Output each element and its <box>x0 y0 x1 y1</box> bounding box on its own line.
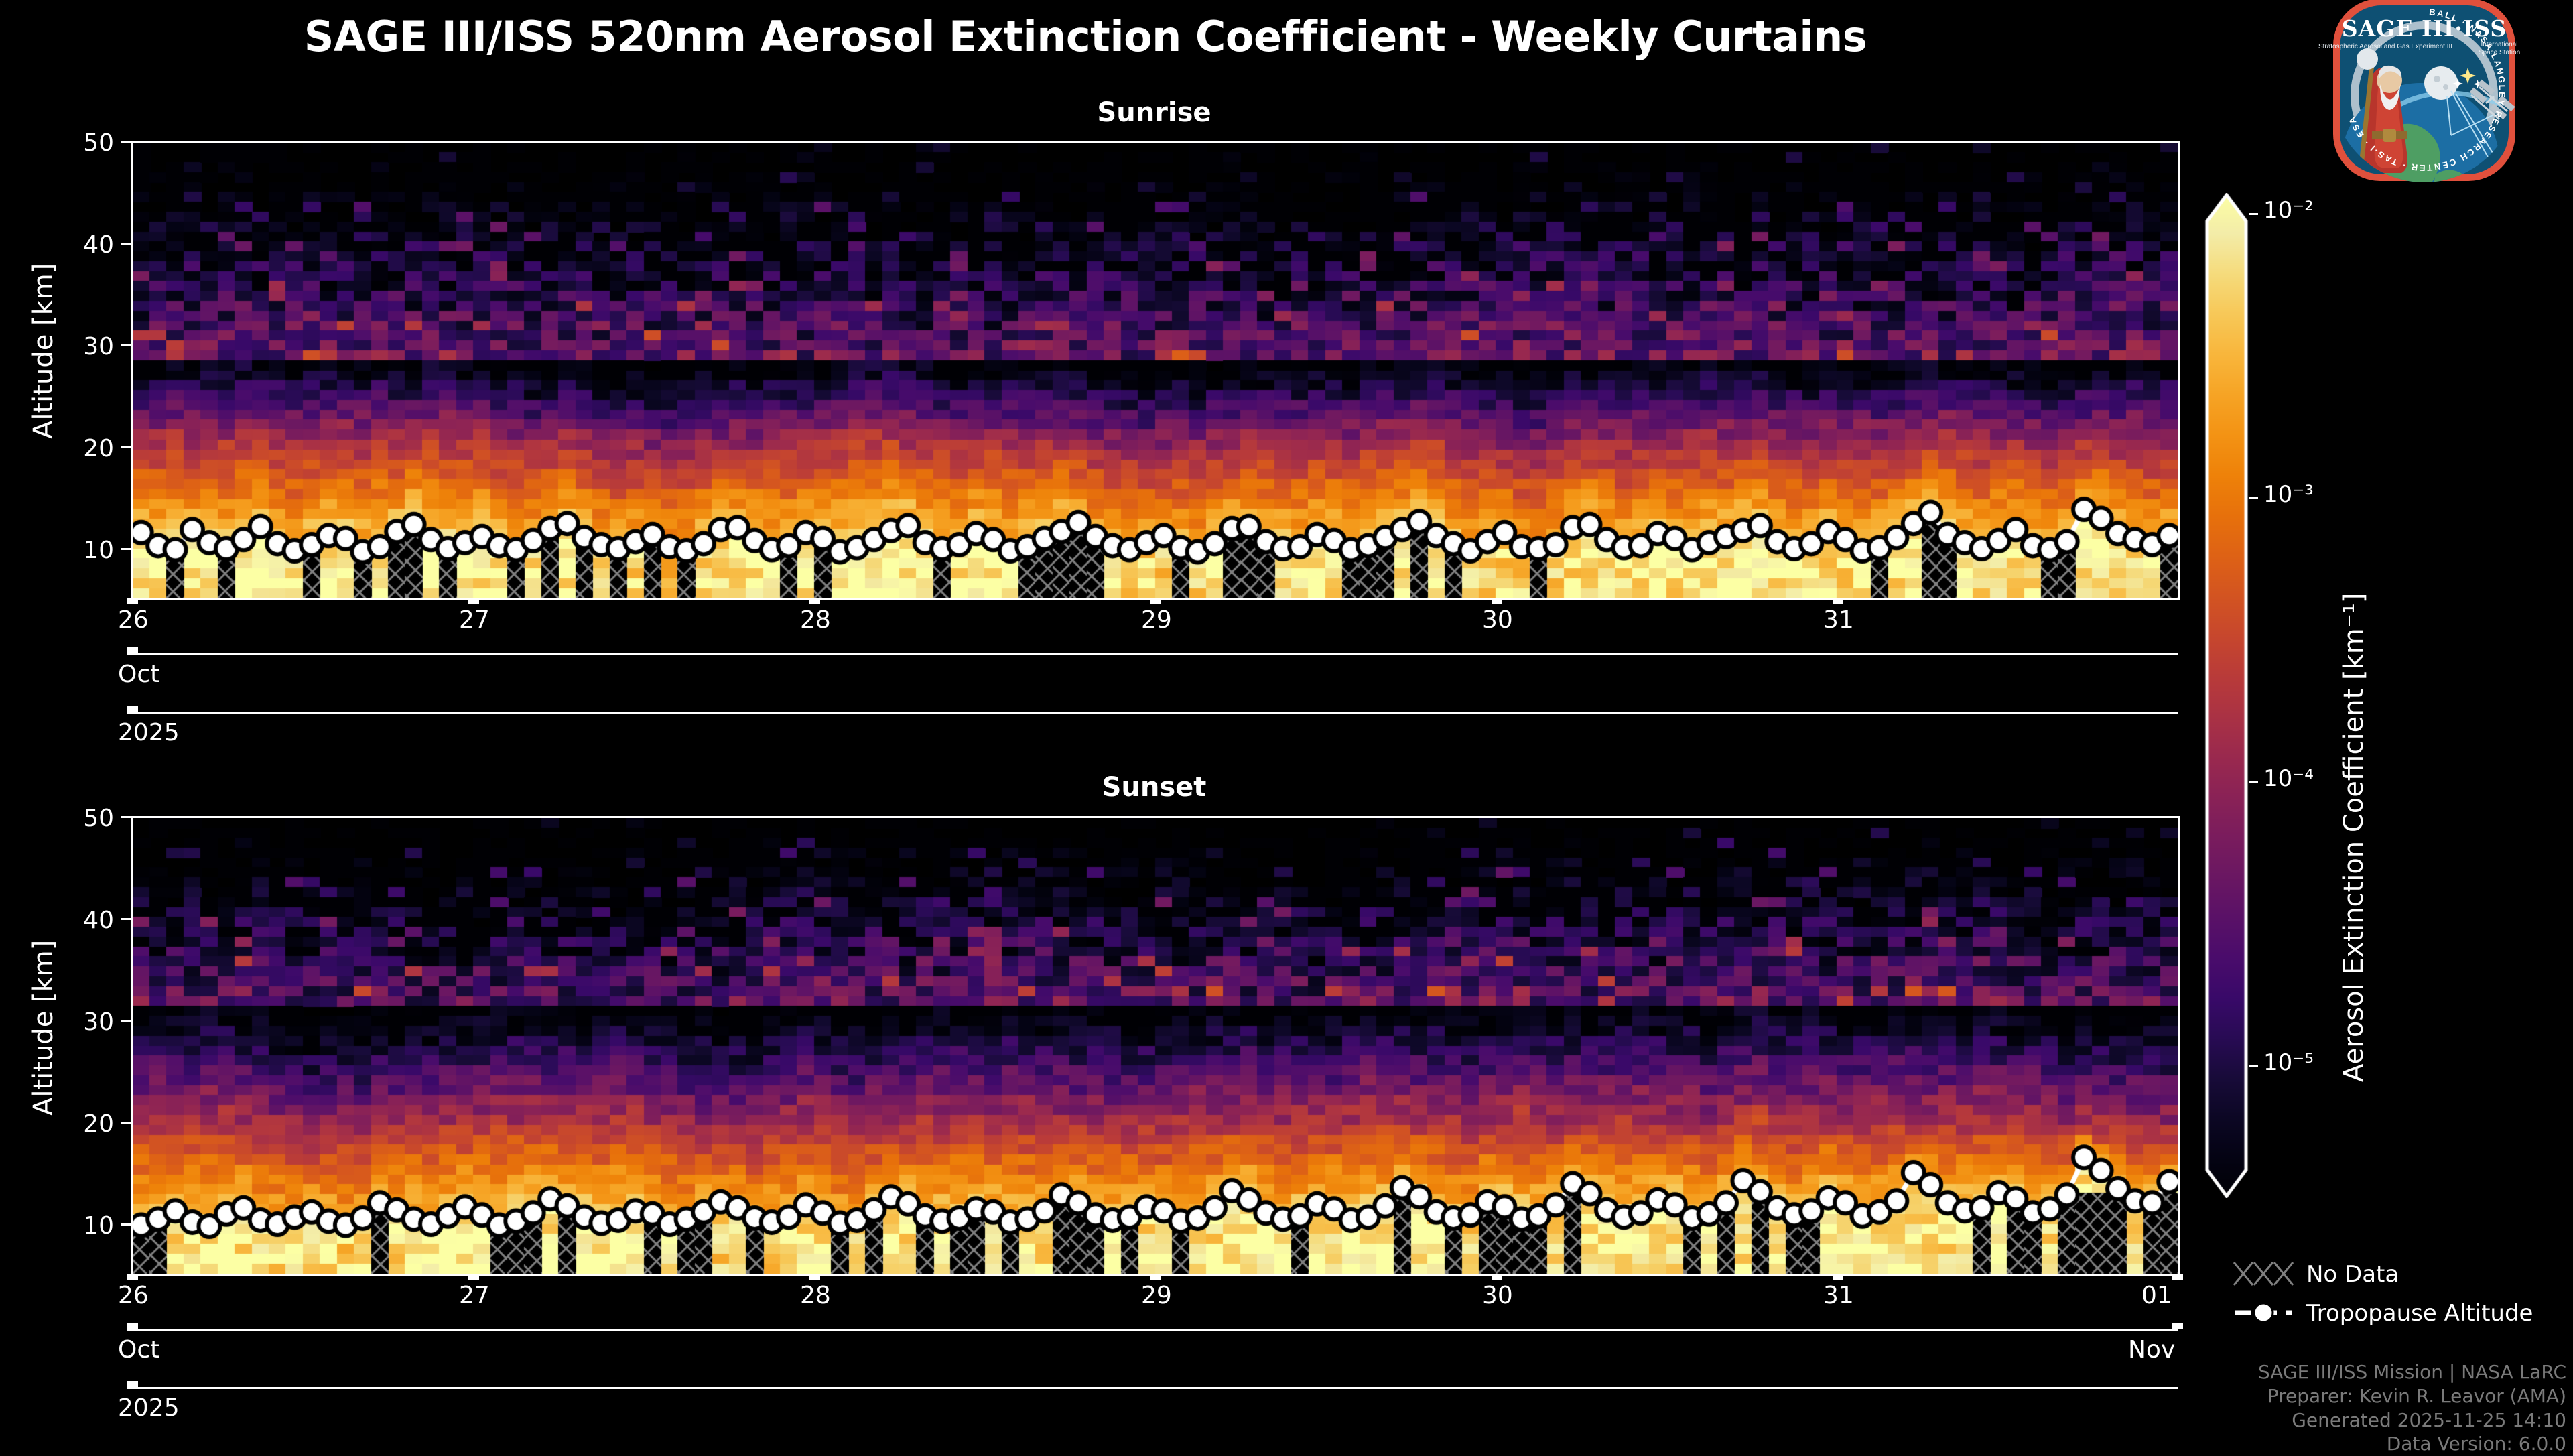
xtick-mark-sunrise-4 <box>1492 598 1502 604</box>
month-label-sunset-oct: Oct <box>118 1336 160 1364</box>
xtick-mark-sunset-6 <box>2172 1274 2183 1280</box>
cbar-tick-label-0: 10⁻² <box>2263 197 2314 224</box>
legend-label-tropopause: Tropopause Altitude <box>2306 1300 2533 1327</box>
year-label-sunrise-2025: 2025 <box>118 719 180 746</box>
colorbar-gradient <box>2204 193 2249 1198</box>
xtick-sunset-29: 29 <box>1141 1282 1172 1309</box>
xtick-mark-sunrise-2 <box>809 598 820 604</box>
xtick-mark-sunset-5 <box>1833 1274 1843 1280</box>
year-tick-sunset-2025 <box>127 1381 138 1387</box>
xtick-sunrise-29: 29 <box>1141 606 1172 634</box>
ytick-mark-sunrise-50 <box>121 141 131 143</box>
month-label-sunrise-oct: Oct <box>118 661 160 688</box>
colorbar[interactable] <box>2204 193 2249 1198</box>
xtick-mark-sunset-1 <box>468 1274 479 1280</box>
ytick-mark-sunset-50 <box>121 816 131 818</box>
legend-item-no-data: No Data <box>2233 1260 2568 1290</box>
xtick-sunrise-27: 27 <box>459 606 490 634</box>
ytick-mark-sunrise-30 <box>121 344 131 346</box>
xtick-sunset-31: 31 <box>1823 1282 1854 1309</box>
heatmap-canvas-sunset <box>133 818 2178 1274</box>
ytick-mark-sunrise-10 <box>121 548 131 550</box>
year-rule-sunrise <box>127 712 2178 714</box>
xtick-sunset-26: 26 <box>118 1282 149 1309</box>
footer: SAGE III/ISS Mission | NASA LaRC Prepare… <box>1943 1360 2566 1456</box>
xtick-sunset-30: 30 <box>1482 1282 1513 1309</box>
month-tick-sunset-oct <box>127 1323 138 1329</box>
legend-item-tropopause: Tropopause Altitude <box>2233 1299 2568 1329</box>
ytick-sunrise-30: 30 <box>83 333 114 360</box>
xtick-mark-sunrise-3 <box>1150 598 1161 604</box>
ytick-sunrise-10: 10 <box>83 537 114 564</box>
page-title: SAGE III/ISS 520nm Aerosol Extinction Co… <box>304 12 1867 61</box>
cbar-tick-label-1: 10⁻³ <box>2263 481 2314 508</box>
logo-svg: SAGE III·ISS Stratospheric Aerosol and G… <box>2318 0 2520 182</box>
cbar-tick-mark-2 <box>2249 781 2258 783</box>
month-rule-sunset <box>127 1329 2178 1331</box>
line-marker-icon <box>2235 1302 2292 1323</box>
logo-subtitle-right-2: Space Station <box>2479 49 2520 56</box>
footer-line-3: Data Version: 6.0.0 <box>2386 1433 2566 1455</box>
colorbar-axis-label: Aerosol Extinction Coefficient [km⁻¹] <box>2338 592 2369 1082</box>
ytick-sunset-20: 20 <box>83 1110 114 1138</box>
cbar-tick-mark-3 <box>2249 1065 2258 1067</box>
ytick-mark-sunset-20 <box>121 1122 131 1124</box>
footer-line-1: Preparer: Kevin R. Leavor (AMA) <box>2267 1384 2566 1407</box>
year-rule-sunset <box>127 1387 2178 1389</box>
xtick-sunset-28: 28 <box>800 1282 831 1309</box>
legend: No Data Tropopause Altitude <box>2233 1260 2568 1337</box>
xtick-sunset-27: 27 <box>459 1282 490 1309</box>
cbar-tick-mark-1 <box>2249 497 2258 499</box>
logo-title: SAGE III·ISS <box>2342 15 2507 42</box>
logo-subtitle-left: Stratospheric Aerosol and Gas Experiment… <box>2318 43 2452 50</box>
xtick-mark-sunrise-5 <box>1833 598 1843 604</box>
cbar-tick-label-2: 10⁻⁴ <box>2263 765 2314 792</box>
footer-line-0: SAGE III/ISS Mission | NASA LaRC <box>2258 1361 2566 1383</box>
ytick-mark-sunset-40 <box>121 918 131 920</box>
sage-iii-iss-logo: SAGE III·ISS Stratospheric Aerosol and G… <box>2278 0 2573 196</box>
xtick-mark-sunset-4 <box>1492 1274 1502 1280</box>
month-tick-sunrise-oct <box>127 647 138 653</box>
xtick-sunrise-28: 28 <box>800 606 831 634</box>
heatmap-panel-sunset[interactable] <box>131 816 2180 1276</box>
heatmap-canvas-sunrise <box>133 143 2178 598</box>
logo-subtitle-right-1: International <box>2481 41 2517 48</box>
xtick-mark-sunrise-1 <box>468 598 479 604</box>
year-tick-sunrise-2025 <box>127 706 138 712</box>
month-tick-sunset-nov <box>2172 1323 2183 1329</box>
xtick-mark-sunset-3 <box>1150 1274 1161 1280</box>
ytick-mark-sunrise-40 <box>121 243 131 245</box>
panel-title-sunrise: Sunrise <box>1097 97 1211 128</box>
ytick-sunrise-20: 20 <box>83 435 114 462</box>
ytick-sunset-30: 30 <box>83 1008 114 1036</box>
xtick-mark-sunset-2 <box>809 1274 820 1280</box>
ytick-sunrise-50: 50 <box>83 129 114 157</box>
heatmap-panel-sunrise[interactable] <box>131 141 2180 600</box>
ytick-sunset-10: 10 <box>83 1212 114 1240</box>
cbar-tick-label-3: 10⁻⁵ <box>2263 1049 2314 1076</box>
cbar-tick-mark-0 <box>2249 213 2258 215</box>
ytick-mark-sunset-30 <box>121 1020 131 1022</box>
panel-title-sunset: Sunset <box>1102 772 1207 803</box>
legend-label-no-data: No Data <box>2306 1261 2399 1288</box>
ytick-sunrise-40: 40 <box>83 231 114 259</box>
month-rule-sunrise <box>127 653 2178 655</box>
ytick-sunset-40: 40 <box>83 907 114 934</box>
ytick-mark-sunrise-20 <box>121 446 131 448</box>
xtick-sunrise-30: 30 <box>1482 606 1513 634</box>
xtick-sunrise-31: 31 <box>1823 606 1854 634</box>
xtick-sunrise-26: 26 <box>118 606 149 634</box>
xtick-mark-sunrise-0 <box>127 598 138 604</box>
month-label-sunset-nov: Nov <box>2128 1336 2176 1364</box>
hatch-x-icon <box>2233 1260 2294 1288</box>
ytick-mark-sunset-10 <box>121 1223 131 1226</box>
footer-line-2: Generated 2025-11-25 14:10 <box>2292 1408 2566 1431</box>
year-label-sunset-2025: 2025 <box>118 1394 180 1422</box>
xtick-mark-sunset-0 <box>127 1274 138 1280</box>
xtick-sunset-01: 01 <box>2141 1282 2172 1309</box>
ytick-sunset-50: 50 <box>83 805 114 832</box>
